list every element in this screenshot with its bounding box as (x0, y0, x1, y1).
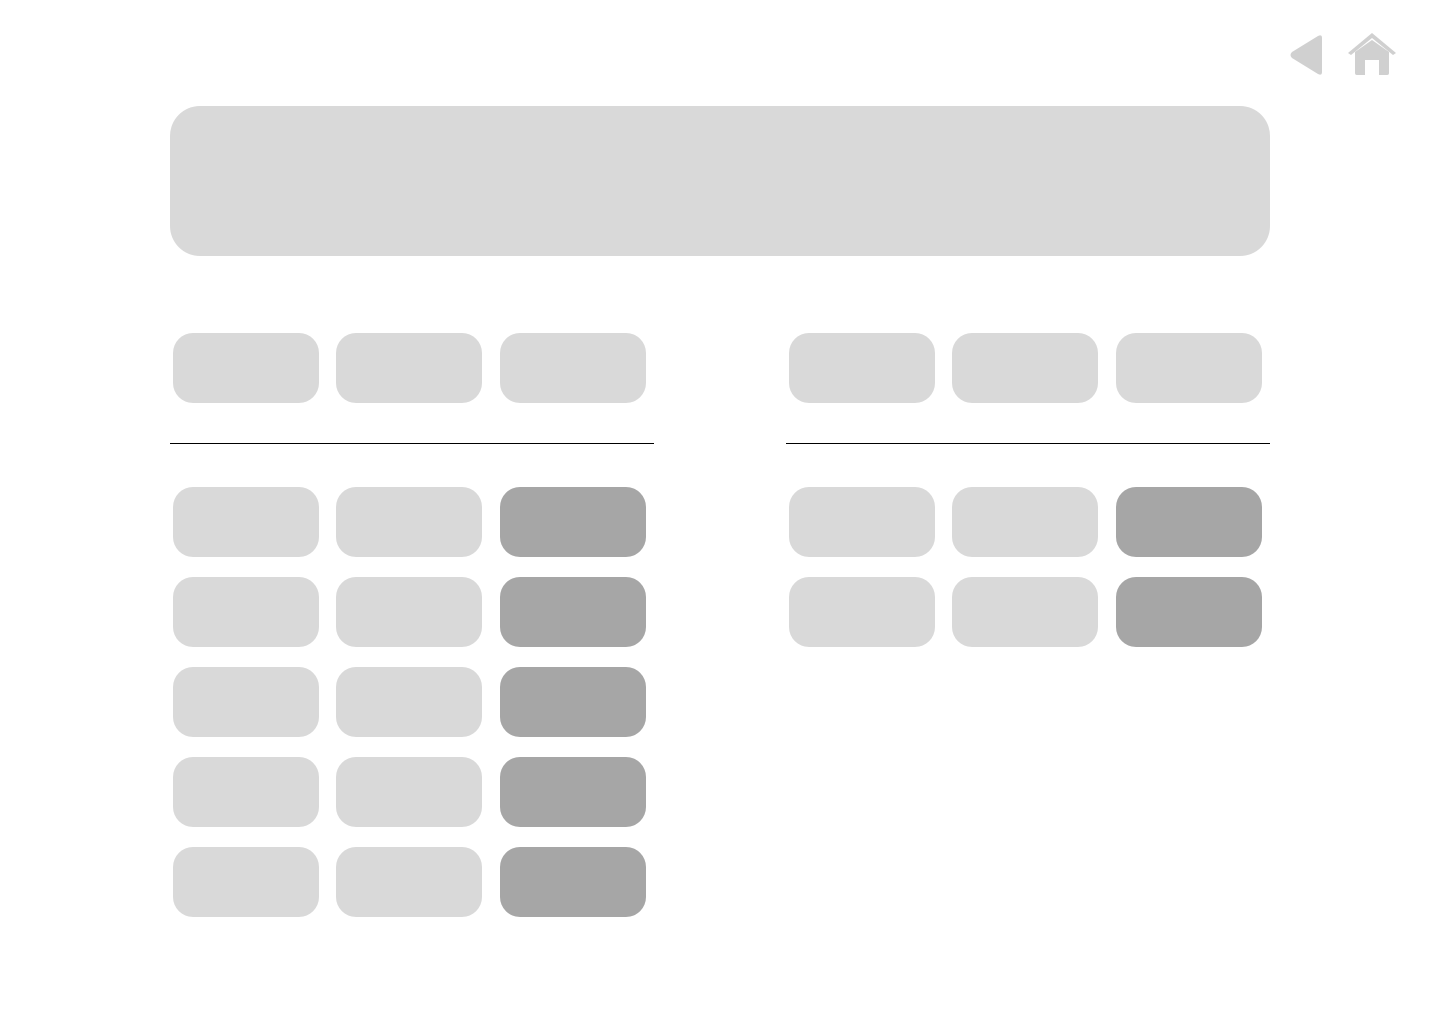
left-row-1-button-1[interactable] (173, 487, 319, 557)
right-header-button-1[interactable] (789, 333, 935, 403)
back-arrow-icon (1290, 35, 1322, 75)
left-row-2-button-2[interactable] (336, 577, 482, 647)
left-row-5 (173, 847, 646, 917)
left-row-1-button-2[interactable] (336, 487, 482, 557)
left-row-3-button-1[interactable] (173, 667, 319, 737)
left-row-5-button-2[interactable] (336, 847, 482, 917)
title-banner (170, 106, 1270, 256)
right-header-button-3[interactable] (1116, 333, 1262, 403)
right-row-2-button-3[interactable] (1116, 577, 1262, 647)
right-row-2-button-1[interactable] (789, 577, 935, 647)
left-header-button-3[interactable] (500, 333, 646, 403)
right-row-1-button-1[interactable] (789, 487, 935, 557)
home-icon (1348, 33, 1396, 75)
left-row-3-button-2[interactable] (336, 667, 482, 737)
left-row-3-button-3[interactable] (500, 667, 646, 737)
left-header-button-1[interactable] (173, 333, 319, 403)
left-row-4-button-3[interactable] (500, 757, 646, 827)
left-row-4 (173, 757, 646, 827)
left-row-1 (173, 487, 646, 557)
left-row-5-button-1[interactable] (173, 847, 319, 917)
left-divider (170, 443, 654, 444)
left-row-3 (173, 667, 646, 737)
right-row-2-button-2[interactable] (952, 577, 1098, 647)
right-row-1 (789, 487, 1262, 557)
back-button[interactable] (1286, 32, 1326, 78)
home-button[interactable] (1347, 32, 1397, 78)
right-row-1-button-3[interactable] (1116, 487, 1262, 557)
left-row-2-button-3[interactable] (500, 577, 646, 647)
left-row-2-button-1[interactable] (173, 577, 319, 647)
left-row-4-button-1[interactable] (173, 757, 319, 827)
right-header-row (789, 333, 1262, 403)
left-row-2 (173, 577, 646, 647)
left-row-5-button-3[interactable] (500, 847, 646, 917)
left-header-row (173, 333, 646, 403)
left-row-4-button-2[interactable] (336, 757, 482, 827)
left-header-button-2[interactable] (336, 333, 482, 403)
right-row-2 (789, 577, 1262, 647)
right-divider (786, 443, 1270, 444)
right-header-button-2[interactable] (952, 333, 1098, 403)
right-row-1-button-2[interactable] (952, 487, 1098, 557)
left-row-1-button-3[interactable] (500, 487, 646, 557)
